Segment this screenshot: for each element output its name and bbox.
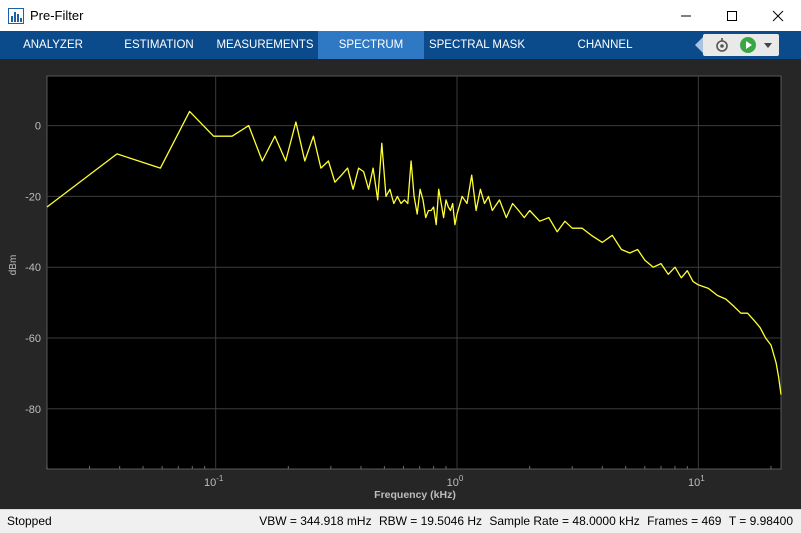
- rbw-readout: RBW = 19.5046 Hz: [378, 514, 482, 528]
- vbw-readout: VBW = 344.918 mHz: [259, 514, 372, 528]
- y-tick-label: 0: [35, 121, 41, 133]
- spectrum-plot: 0 -20 -40 -60 -80 10-1 100 101: [25, 75, 782, 489]
- y-tick-label: -20: [25, 191, 41, 203]
- y-tick-label: -80: [25, 404, 41, 416]
- tab-estimation[interactable]: ESTIMATION: [124, 39, 194, 51]
- maximize-icon: [727, 10, 737, 21]
- run-state: Stopped: [7, 514, 52, 528]
- close-icon: [772, 10, 784, 21]
- tab-spectrum[interactable]: SPECTRUM: [318, 31, 424, 59]
- run-controls: [703, 34, 779, 56]
- y-tick-label: -40: [25, 262, 41, 274]
- x-tick-label: 100: [447, 474, 464, 489]
- minimize-button[interactable]: [663, 0, 709, 31]
- toolstrip-collapse-icon[interactable]: [693, 34, 705, 56]
- snapshot-settings-icon[interactable]: [713, 36, 731, 54]
- tab-analyzer[interactable]: ANALYZER: [23, 39, 83, 51]
- close-button[interactable]: [755, 0, 801, 31]
- y-tick-label: -60: [25, 333, 41, 345]
- plot-area: [46, 75, 782, 470]
- frames-readout: Frames = 469: [647, 514, 722, 528]
- y-axis-label: dBm: [8, 254, 19, 276]
- minimize-icon: [681, 15, 691, 16]
- tab-spectral-mask[interactable]: SPECTRAL MASK: [428, 39, 526, 51]
- tab-channel-measurements[interactable]: CHANNEL MEASUREMENTS: [556, 39, 653, 79]
- x-axis-label: Frequency (kHz): [374, 489, 456, 501]
- window-titlebar: Pre-Filter: [0, 0, 801, 32]
- spectrum-trace: [46, 110, 782, 395]
- window-title: Pre-Filter: [30, 8, 84, 23]
- run-icon[interactable]: [739, 36, 757, 54]
- time-readout: T = 9.98400: [728, 514, 793, 528]
- sample-rate-readout: Sample Rate = 48.0000 kHz: [489, 514, 640, 528]
- maximize-button[interactable]: [709, 0, 755, 31]
- x-tick-label: 10-1: [204, 474, 224, 489]
- toolstrip: ANALYZER ESTIMATION MEASUREMENTS SPECTRU…: [0, 31, 801, 79]
- app-icon: [8, 8, 24, 24]
- x-tick-label: 101: [688, 474, 705, 489]
- status-bar: Stopped VBW = 344.918 mHz RBW = 19.5046 …: [0, 509, 801, 533]
- status-measurements: VBW = 344.918 mHz RBW = 19.5046 Hz Sampl…: [255, 514, 793, 528]
- dropdown-arrow-icon[interactable]: [763, 40, 773, 50]
- tab-measurements[interactable]: MEASUREMENTS: [216, 39, 314, 51]
